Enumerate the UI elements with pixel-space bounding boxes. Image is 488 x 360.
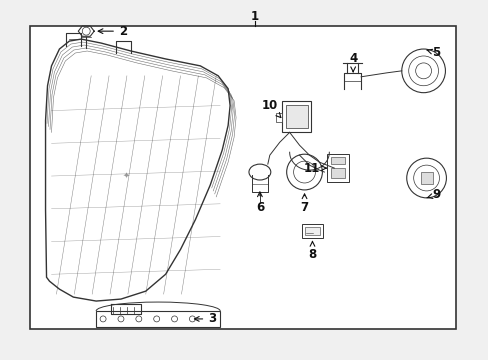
Bar [304,227,320,235]
Text: 2: 2 [98,24,127,38]
Text: 6: 6 [255,192,264,214]
Text: 5: 5 [426,46,440,59]
Text: 10: 10 [261,99,280,118]
Text: 11: 11 [303,162,325,175]
Bar [331,157,345,164]
Text: 4: 4 [348,53,357,72]
Bar [275,113,281,122]
Text: ✦: ✦ [122,171,129,180]
Text: 9: 9 [426,188,440,201]
Bar [30,26,455,329]
Bar [281,100,311,132]
Bar [420,172,432,184]
Text: 1: 1 [250,10,259,23]
Text: 7: 7 [300,194,308,214]
Text: 8: 8 [308,242,316,261]
Bar [96,311,220,327]
Bar [285,105,307,129]
Bar [301,224,323,238]
Text: 3: 3 [194,312,216,325]
Bar [331,168,345,178]
Bar [326,154,348,182]
